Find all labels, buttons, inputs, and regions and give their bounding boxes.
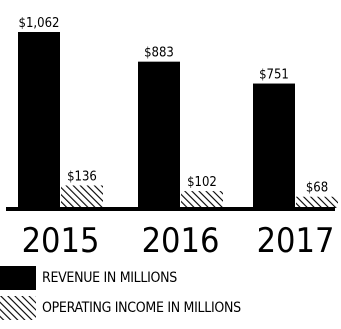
x-tick-label-2016: 2016 xyxy=(142,221,220,261)
x-tick-labels-group: 2015 2016 2017 xyxy=(22,221,335,261)
value-label-revenue-2015: $1,062 xyxy=(19,16,60,31)
bars-group xyxy=(18,32,338,209)
legend-item-revenue: REVENUE IN MILLIONS xyxy=(0,265,177,291)
x-tick-label-2015: 2015 xyxy=(22,221,100,261)
legend-label-operating-income: OPERATING INCOME IN MILLIONS xyxy=(42,300,241,316)
bar-revenue-2017 xyxy=(253,83,295,208)
bar-revenue-2016 xyxy=(138,61,180,209)
bar-operating-income-2016 xyxy=(181,191,223,208)
value-label-operating-income-2017: $68 xyxy=(306,181,328,196)
legend-label-revenue: REVENUE IN MILLIONS xyxy=(42,270,177,286)
value-label-revenue-2017: $751 xyxy=(259,68,289,83)
legend-swatch-operating-income xyxy=(0,296,36,320)
x-tick-label-2017: 2017 xyxy=(257,221,335,261)
value-label-operating-income-2015: $136 xyxy=(67,169,97,184)
value-label-revenue-2016: $883 xyxy=(144,46,174,61)
bar-operating-income-2017 xyxy=(296,196,338,208)
bar-operating-income-2015 xyxy=(61,185,103,208)
legend-swatch-revenue xyxy=(0,266,36,290)
value-label-operating-income-2016: $102 xyxy=(187,175,217,190)
bar-revenue-2015 xyxy=(18,32,60,208)
legend-item-operating-income: OPERATING INCOME IN MILLIONS xyxy=(0,295,241,321)
value-labels-group: $1,062 $136 $883 $102 $751 $68 xyxy=(19,16,329,196)
